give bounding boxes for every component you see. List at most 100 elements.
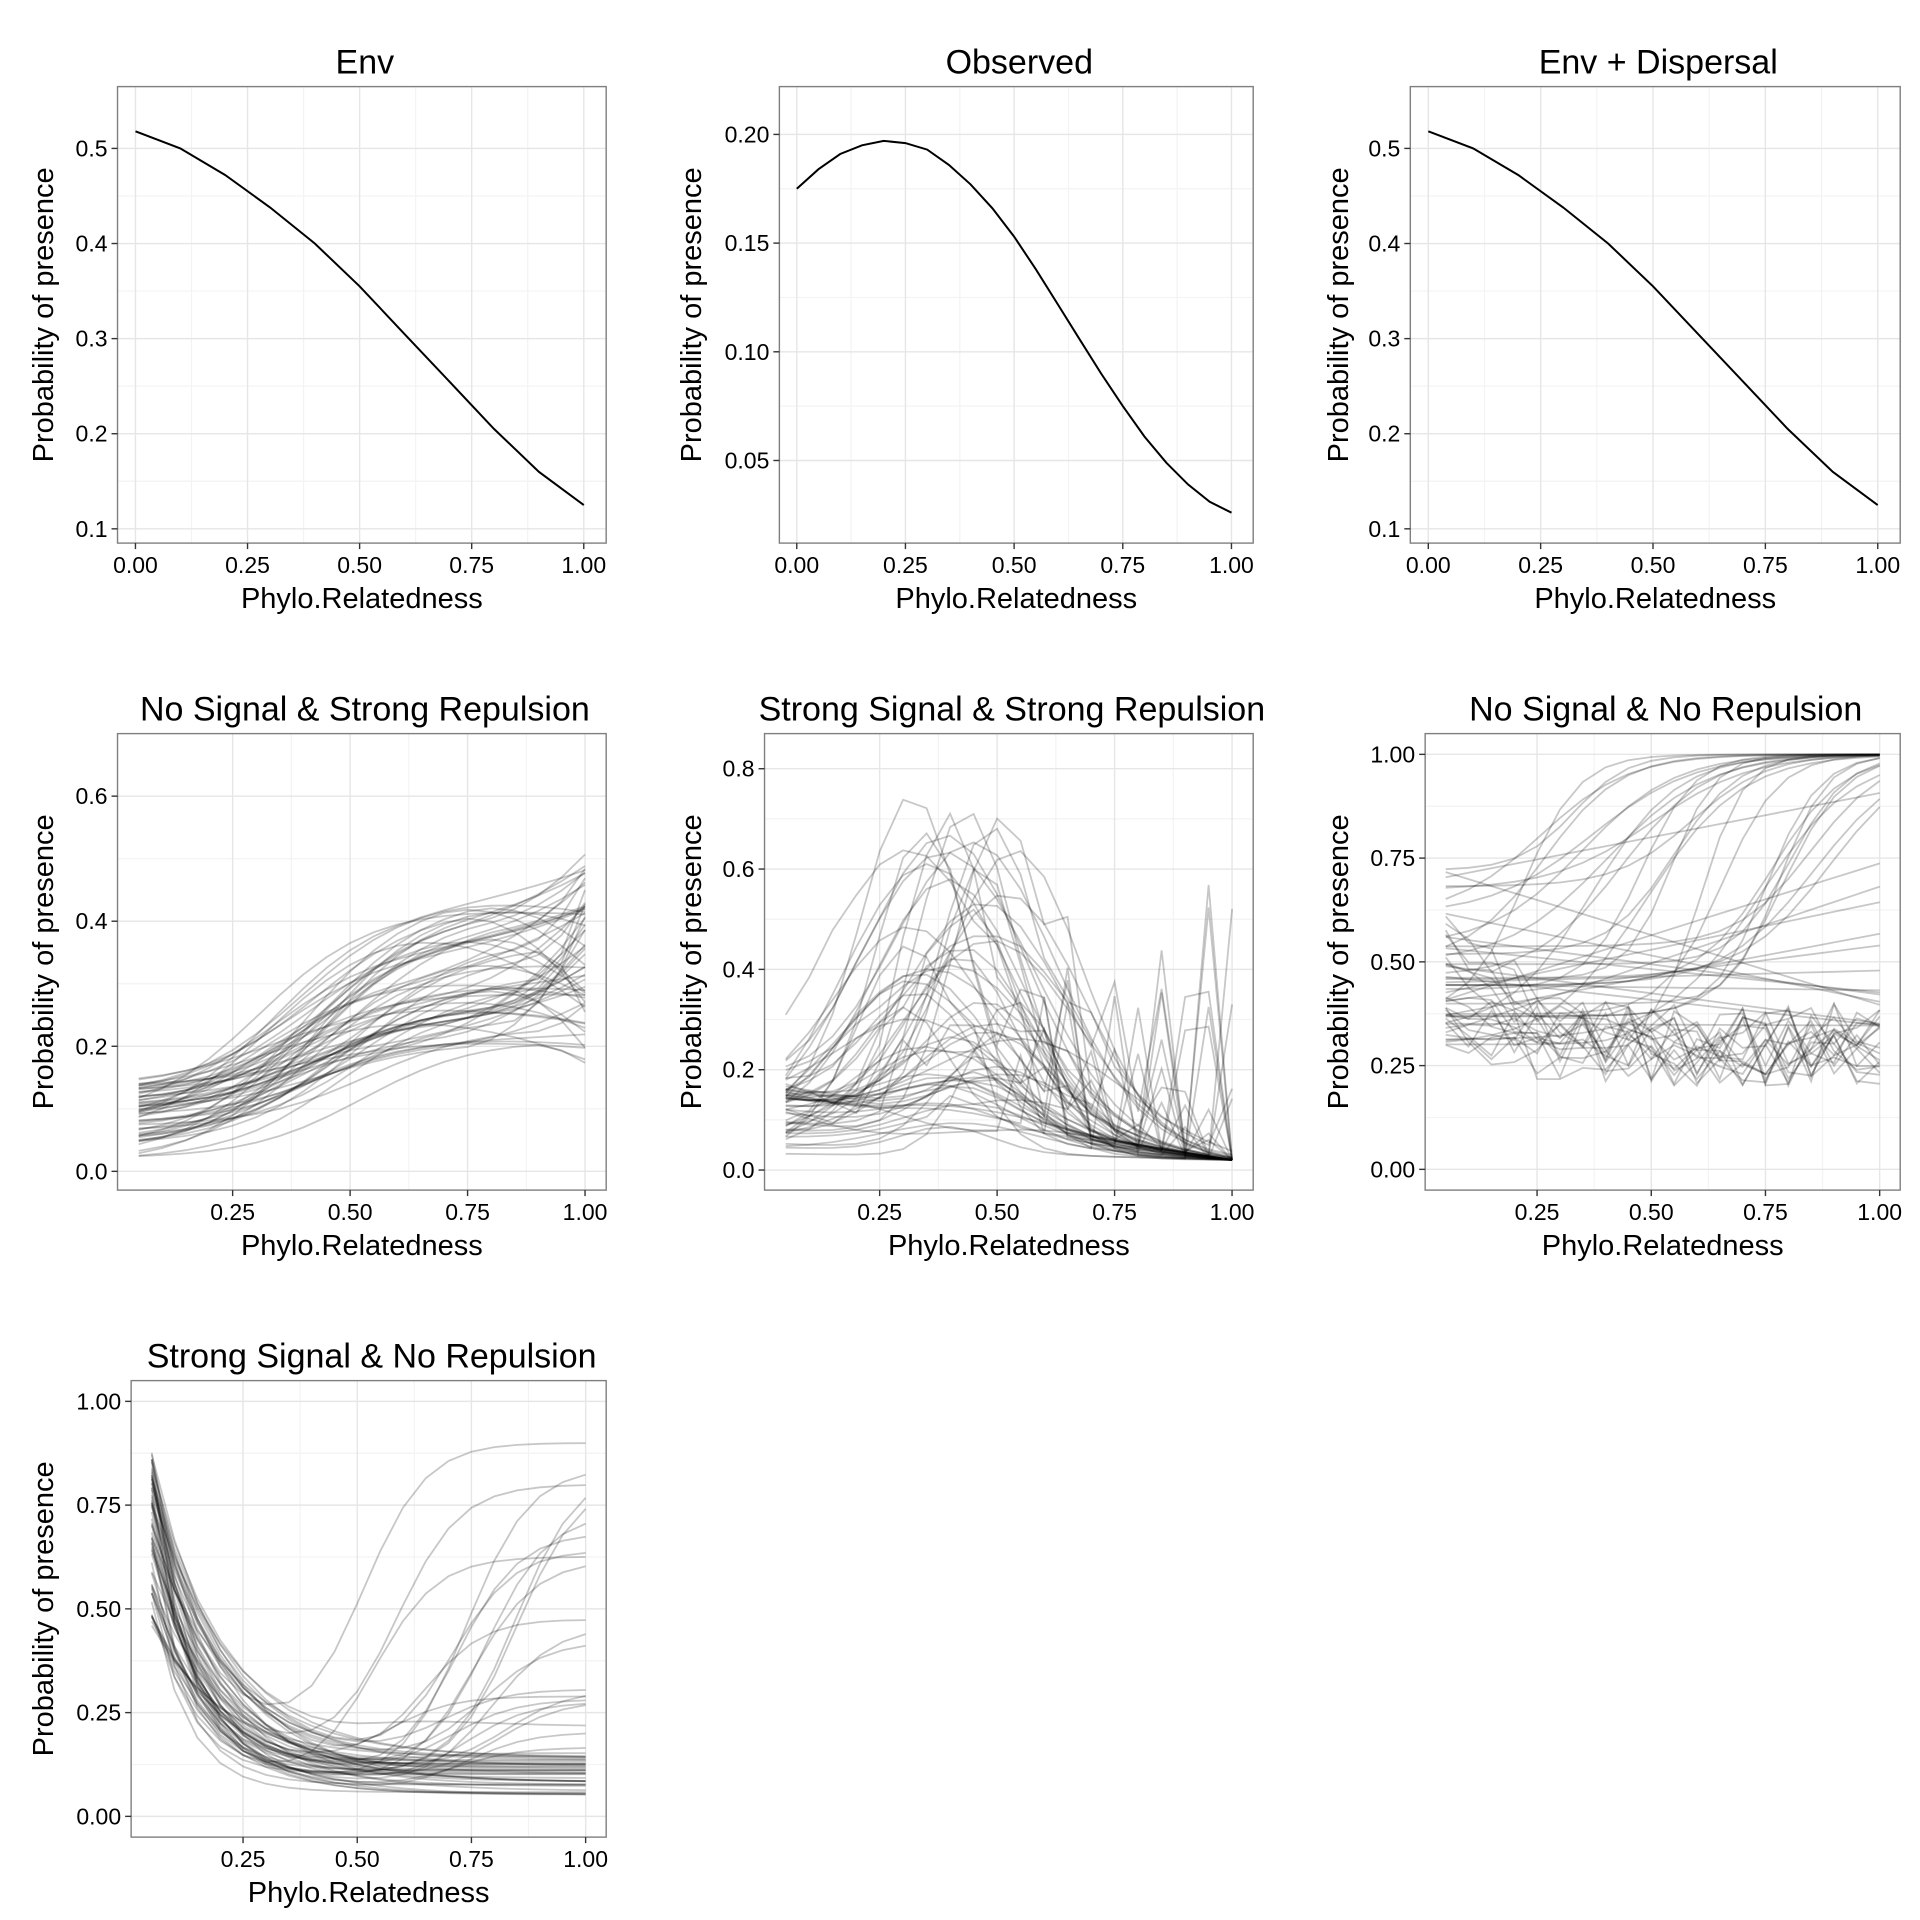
ensemble-line [138, 872, 586, 1143]
ensemble-line [150, 1461, 586, 1776]
ensemble-line [138, 953, 586, 1111]
y-tick-label: 0.3 [1368, 326, 1400, 352]
x-tick-label: 0.75 [1092, 1199, 1137, 1225]
y-axis-label: Probability of presence [676, 814, 708, 1109]
x-tick-label: 1.00 [1209, 552, 1254, 578]
ensemble-line [1445, 923, 1881, 1089]
ensemble-line [785, 1073, 1233, 1161]
x-axis-label: Phylo.Relatedness [888, 1230, 1130, 1262]
ensemble-line [150, 1525, 586, 1762]
x-tick-label: 0.75 [1100, 552, 1145, 578]
x-tick-label: 0.50 [975, 1199, 1020, 1225]
x-tick-label: 1.00 [1857, 1199, 1902, 1225]
ensemble-line [138, 993, 586, 1102]
ensemble-line [785, 935, 1233, 1147]
ensemble-line [150, 1620, 586, 1758]
y-tick-label: 0.4 [723, 956, 755, 982]
ensemble-line [785, 1022, 1233, 1160]
ensemble-line [150, 1522, 586, 1782]
x-tick-label: 0.00 [1406, 552, 1451, 578]
ensemble-line [138, 1033, 586, 1139]
ensemble-line [138, 1011, 586, 1125]
ensemble-line [785, 950, 1233, 1161]
ensemble-line [1445, 962, 1881, 1078]
ensemble-line [138, 1040, 586, 1130]
ensemble-line [150, 1482, 586, 1743]
ensemble-line [785, 1039, 1233, 1159]
ensemble-line [1445, 965, 1880, 1025]
ensemble-line [138, 871, 586, 1116]
ensemble-line [1444, 929, 1880, 1086]
plot-background [117, 733, 607, 1191]
y-axis-label: Probability of presence [28, 814, 60, 1109]
ensemble-line [150, 1442, 586, 1706]
ensemble-line [150, 1473, 586, 1774]
ensemble-line [785, 1037, 1233, 1152]
ensemble-line [138, 917, 586, 1081]
ensemble-line [150, 1601, 586, 1794]
ensemble-line [150, 1562, 586, 1786]
series-line [135, 130, 585, 506]
ensemble-line [138, 916, 586, 1114]
series-lines [138, 853, 586, 1157]
x-axis-label: Phylo.Relatedness [895, 583, 1137, 615]
panel-2: 0.00 0.25 0.50 0.75 1.00 0.05 0.10 0.15 0.20 Obse… [676, 44, 1254, 615]
panel-4: 0.25 0.50 0.75 1.00 0.0 0.2 0.4 0.6 No Signal & … [28, 691, 607, 1262]
panel-3: 0.00 0.25 0.50 0.75 1.00 0.1 0.2 0.3 0.4 0.5 Env +… [1323, 44, 1901, 615]
y-axis-label: Probability of presence [1323, 167, 1355, 462]
x-axis-label: Phylo.Relatedness [241, 1230, 483, 1262]
ensemble-line [138, 987, 586, 1091]
ensemble-line [1445, 996, 1881, 1087]
ensemble-line [138, 947, 586, 1157]
ensemble-line [150, 1489, 586, 1776]
ensemble-line [150, 1543, 586, 1760]
panel-border [116, 732, 607, 1191]
ensemble-line [785, 908, 1233, 1161]
ensemble-line [1445, 1022, 1880, 1027]
ensemble-line [138, 908, 586, 1137]
series-lines [135, 130, 585, 506]
ensemble-line [150, 1499, 586, 1786]
plot-background [117, 86, 607, 544]
ensemble-line [150, 1467, 586, 1758]
ensemble-line [1445, 932, 1880, 1017]
ensemble-line [785, 1076, 1233, 1161]
ensemble-line [785, 1071, 1233, 1161]
ensemble-line [1445, 753, 1880, 1000]
ensemble-line [785, 926, 1233, 1161]
ensemble-line [138, 868, 586, 1104]
ensemble-line [1445, 798, 1881, 986]
y-tick-label: 0.4 [76, 231, 108, 257]
ensemble-line [1445, 944, 1880, 1002]
ensemble-line [138, 924, 586, 1090]
ensemble-line [150, 1472, 586, 1783]
ensemble-line [1445, 936, 1880, 996]
ensemble-line [150, 1459, 586, 1787]
ensemble-line [1445, 754, 1880, 1015]
ensemble-line [1445, 774, 1881, 1041]
ensemble-line [1445, 762, 1881, 966]
ensemble-line [785, 816, 1233, 1161]
ensemble-line [1445, 862, 1880, 1001]
ensemble-line [1445, 912, 1880, 1003]
plot-background [779, 86, 1254, 544]
ensemble-line [785, 1088, 1233, 1161]
ensemble-line [1445, 753, 1880, 1046]
chart-title: Env + Dispersal [1539, 44, 1778, 82]
x-axis-label: Phylo.Relatedness [1542, 1230, 1784, 1262]
y-tick-label: 0.0 [76, 1158, 108, 1184]
x-tick-label: 0.25 [210, 1199, 255, 1225]
y-tick-label: 0.50 [76, 1596, 121, 1622]
ensemble-line [1445, 1010, 1881, 1086]
ensemble-line [138, 940, 586, 1089]
ensemble-line [150, 1593, 586, 1779]
ensemble-line [785, 903, 1233, 1159]
ensemble-line [1445, 963, 1880, 1087]
ensemble-line [138, 877, 586, 1135]
ensemble-line [138, 904, 586, 1086]
ensemble-line [150, 1585, 586, 1795]
x-tick-label: 0.25 [1515, 1199, 1560, 1225]
ensemble-line [138, 853, 586, 1093]
x-tick-label: 0.50 [335, 1846, 380, 1872]
